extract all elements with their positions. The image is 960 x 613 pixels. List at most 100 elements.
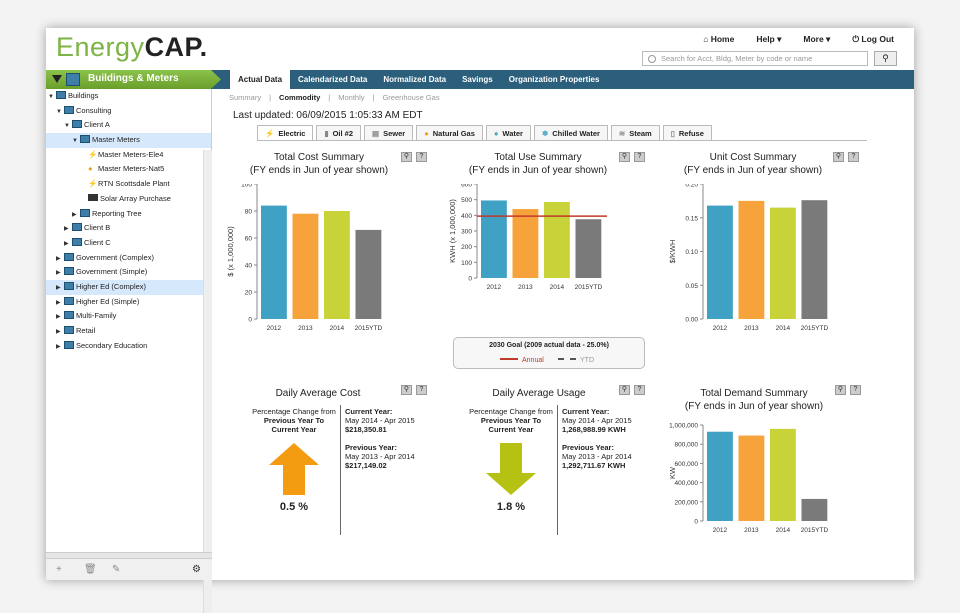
- bar-2013[interactable]: [512, 209, 539, 278]
- tree-item-label: Government (Complex): [76, 252, 154, 262]
- tab-organization-properties[interactable]: Organization Properties: [508, 75, 600, 84]
- logo[interactable]: EnergyCAP.: [56, 32, 208, 62]
- expand-icon[interactable]: ▶: [56, 299, 61, 306]
- expand-icon[interactable]: ▶: [64, 240, 69, 247]
- bar-2013[interactable]: [738, 435, 765, 521]
- subtab-commodity[interactable]: Commodity: [279, 93, 321, 102]
- zoom-icon[interactable]: ⚲: [619, 152, 630, 162]
- sidebar-title[interactable]: Buildings & Meters: [46, 70, 221, 89]
- legend-ytd[interactable]: YTD: [558, 357, 594, 364]
- tree-item[interactable]: ▶ Multi-Family: [46, 309, 211, 324]
- expand-icon[interactable]: ▶: [56, 270, 61, 277]
- zoom-icon[interactable]: ⚲: [401, 152, 412, 162]
- bar-2015YTD[interactable]: [575, 219, 602, 278]
- tree-item-label: Secondary Education: [76, 340, 148, 350]
- edit-icon[interactable]: ✎: [112, 564, 121, 575]
- tree-item[interactable]: ▶ Reporting Tree: [46, 207, 211, 222]
- expand-icon[interactable]: ▶: [56, 255, 61, 262]
- tree-item[interactable]: Solar Array Purchase: [46, 192, 211, 207]
- tree-item[interactable]: ▶ Secondary Education: [46, 339, 211, 354]
- tab-steam[interactable]: ≋ Steam: [610, 125, 660, 141]
- home-link[interactable]: ⌂ Home: [703, 34, 735, 44]
- zoom-icon[interactable]: ⚲: [835, 385, 846, 395]
- tree-item[interactable]: ● Master Meters-Nat5: [46, 162, 211, 177]
- collapse-icon[interactable]: [52, 75, 62, 83]
- bar-2015YTD[interactable]: [801, 498, 828, 521]
- tab-actual-data[interactable]: Actual Data: [230, 70, 291, 89]
- tree-item[interactable]: ⚡RTN Scottsdale Plant: [46, 177, 211, 192]
- tab-natural-gas[interactable]: ● Natural Gas: [416, 125, 483, 141]
- expand-icon[interactable]: ▶: [64, 226, 69, 233]
- bar-2012[interactable]: [707, 205, 733, 319]
- expand-icon[interactable]: ▶: [56, 329, 61, 335]
- zoom-icon[interactable]: ⚲: [401, 385, 412, 395]
- bar-2013[interactable]: [738, 200, 765, 319]
- tree-item[interactable]: ▼ Consulting: [46, 104, 211, 119]
- bar-2014[interactable]: [544, 202, 570, 278]
- zoom-icon[interactable]: ⚲: [833, 152, 844, 162]
- tree-item[interactable]: ▶ Client B: [46, 221, 211, 236]
- collapse-icon[interactable]: ▼: [56, 108, 62, 115]
- add-icon[interactable]: +: [56, 564, 62, 575]
- bar-2014[interactable]: [770, 207, 796, 319]
- bar-2012[interactable]: [707, 431, 733, 521]
- subtab-monthly[interactable]: Monthly: [338, 93, 365, 102]
- help-icon[interactable]: ?: [634, 152, 645, 162]
- search-button[interactable]: ⚲: [874, 51, 897, 66]
- gear-icon[interactable]: ⚙: [192, 564, 201, 575]
- bar-2014[interactable]: [770, 428, 796, 521]
- tab-underline: [257, 140, 867, 141]
- bar-2012[interactable]: [261, 205, 287, 319]
- bar-2012[interactable]: [481, 200, 507, 278]
- tab-electric[interactable]: ⚡ Electric: [257, 125, 314, 141]
- tree-item[interactable]: ▼ Client A: [46, 118, 211, 133]
- tab-savings[interactable]: Savings: [462, 75, 493, 84]
- tab-calendarized-data[interactable]: Calendarized Data: [298, 75, 368, 84]
- help-menu[interactable]: Help ▾: [756, 34, 782, 44]
- expand-icon[interactable]: ▶: [72, 211, 77, 218]
- search-input[interactable]: Search for Acct, Bldg, Meter by code or …: [642, 51, 868, 66]
- subtab-summary[interactable]: Summary: [229, 93, 262, 102]
- bar-2013[interactable]: [292, 213, 319, 319]
- logout-link[interactable]: ⏻ Log Out: [852, 34, 894, 44]
- bar-2015YTD[interactable]: [801, 200, 828, 319]
- zoom-icon[interactable]: ⚲: [619, 385, 630, 395]
- tab-water[interactable]: ● Water: [485, 125, 531, 141]
- expand-icon[interactable]: ▶: [56, 343, 61, 350]
- tab-normalized-data[interactable]: Normalized Data: [383, 75, 447, 84]
- tree-item[interactable]: ▶ Higher Ed (Complex): [46, 279, 211, 295]
- expand-icon[interactable]: ▶: [56, 284, 61, 291]
- expand-icon[interactable]: ▶: [56, 314, 61, 321]
- y-axis-label: KW: [669, 466, 677, 479]
- legend-annual[interactable]: Annual: [500, 357, 544, 364]
- sidebar-vertical-scrollbar[interactable]: [203, 150, 212, 613]
- tree-item[interactable]: ▼ Buildings: [46, 89, 211, 104]
- tree-item[interactable]: ▶ Higher Ed (Simple): [46, 295, 211, 310]
- tab-refuse[interactable]: ▯ Refuse: [662, 125, 712, 141]
- tab-chilled-water[interactable]: ❄ Chilled Water: [533, 125, 608, 141]
- more-menu[interactable]: More ▾: [803, 34, 831, 44]
- tree-item[interactable]: ▶ Government (Complex): [46, 251, 211, 266]
- tree-item[interactable]: ▶ Government (Simple): [46, 265, 211, 280]
- bar-2015YTD[interactable]: [355, 229, 382, 319]
- tree-item[interactable]: ▼ Master Meters: [46, 133, 211, 148]
- tab-oil[interactable]: ▮ Oil #2: [316, 125, 362, 141]
- tree-item[interactable]: ▶ Retail: [46, 324, 211, 339]
- tree-item[interactable]: ⚡Master Meters-Ele4: [46, 148, 211, 163]
- subtab-greenhouse-gas[interactable]: Greenhouse Gas: [382, 93, 440, 102]
- y-tick-label: 40: [245, 263, 253, 270]
- trash-icon[interactable]: 🗑: [84, 564, 97, 575]
- help-icon[interactable]: ?: [416, 385, 427, 395]
- tree-item[interactable]: ▶ Client C: [46, 236, 211, 251]
- help-icon[interactable]: ?: [848, 152, 859, 162]
- collapse-icon[interactable]: ▼: [64, 123, 70, 130]
- bar-2014[interactable]: [324, 211, 350, 319]
- help-icon[interactable]: ?: [850, 385, 861, 395]
- tab-sewer[interactable]: ▤ Sewer: [364, 125, 414, 141]
- help-icon[interactable]: ?: [634, 385, 645, 395]
- collapse-icon[interactable]: ▼: [72, 138, 78, 145]
- help-icon[interactable]: ?: [416, 152, 427, 162]
- tree-item-label: Buildings: [68, 91, 99, 100]
- sidebar-horizontal-scrollbar[interactable]: [46, 552, 212, 558]
- collapse-icon[interactable]: ▼: [48, 94, 54, 100]
